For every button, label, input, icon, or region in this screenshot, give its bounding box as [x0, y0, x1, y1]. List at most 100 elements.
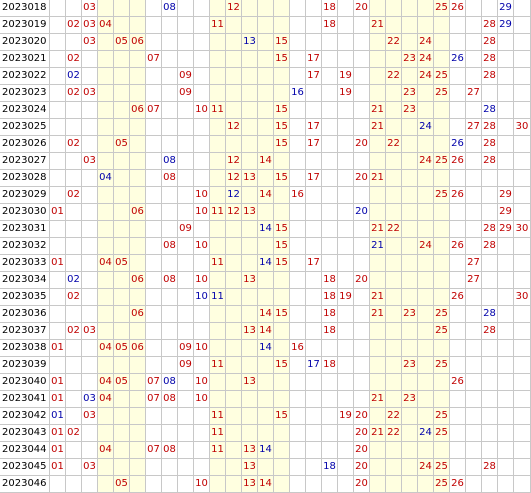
number-cell: [402, 119, 418, 136]
number-cell: 10: [194, 476, 210, 493]
number-cell: [434, 51, 450, 68]
number-cell: [482, 204, 498, 221]
number-cell: [226, 357, 242, 374]
number-cell: [514, 68, 531, 85]
number-cell: 10: [194, 272, 210, 289]
number-cell: [498, 272, 514, 289]
number-cell: 18: [322, 289, 338, 306]
number-cell: 08: [162, 391, 178, 408]
number-cell: 01: [50, 442, 66, 459]
number-cell: [466, 34, 482, 51]
number-cell: 25: [434, 357, 450, 374]
number-cell: [146, 221, 162, 238]
number-cell: [370, 357, 386, 374]
number-cell: [498, 255, 514, 272]
number-cell: 03: [82, 391, 98, 408]
number-cell: 27: [466, 255, 482, 272]
number-cell: [114, 153, 130, 170]
number-cell: [82, 238, 98, 255]
number-cell: 02: [66, 85, 82, 102]
number-cell: [226, 391, 242, 408]
number-cell: [322, 442, 338, 459]
period-label: 2023030: [0, 204, 50, 221]
number-cell: 17: [306, 255, 322, 272]
number-cell: [514, 442, 531, 459]
number-cell: [258, 238, 274, 255]
number-cell: [98, 357, 114, 374]
number-cell: [226, 34, 242, 51]
number-cell: [50, 306, 66, 323]
number-cell: [466, 306, 482, 323]
number-cell: [290, 51, 306, 68]
number-cell: [226, 374, 242, 391]
number-cell: 26: [450, 476, 466, 493]
number-cell: 25: [434, 85, 450, 102]
number-cell: 23: [402, 102, 418, 119]
number-cell: [370, 153, 386, 170]
number-cell: [82, 119, 98, 136]
number-cell: 08: [162, 170, 178, 187]
number-cell: [226, 289, 242, 306]
number-cell: [338, 425, 354, 442]
number-cell: [514, 238, 531, 255]
number-cell: [338, 17, 354, 34]
number-cell: 03: [82, 17, 98, 34]
number-cell: [114, 442, 130, 459]
number-cell: [418, 374, 434, 391]
number-cell: 05: [114, 255, 130, 272]
number-cell: [258, 374, 274, 391]
number-cell: [450, 119, 466, 136]
number-cell: 25: [434, 306, 450, 323]
period-label: 2023036: [0, 306, 50, 323]
number-cell: [50, 221, 66, 238]
number-cell: [498, 102, 514, 119]
number-cell: [242, 136, 258, 153]
number-cell: [466, 357, 482, 374]
period-label: 2023026: [0, 136, 50, 153]
number-cell: [274, 0, 290, 17]
number-cell: [482, 85, 498, 102]
number-cell: [258, 391, 274, 408]
number-cell: [322, 391, 338, 408]
number-cell: [290, 272, 306, 289]
number-cell: 23: [402, 306, 418, 323]
number-cell: [66, 408, 82, 425]
number-cell: [370, 0, 386, 17]
number-cell: [162, 425, 178, 442]
number-cell: [354, 221, 370, 238]
number-cell: [370, 442, 386, 459]
number-cell: [258, 102, 274, 119]
number-cell: [402, 187, 418, 204]
number-cell: [146, 34, 162, 51]
number-cell: 05: [114, 34, 130, 51]
number-cell: 08: [162, 153, 178, 170]
number-cell: [386, 272, 402, 289]
number-cell: [514, 0, 531, 17]
number-cell: [114, 85, 130, 102]
number-cell: [242, 68, 258, 85]
number-cell: [338, 204, 354, 221]
number-cell: [402, 425, 418, 442]
number-cell: [274, 272, 290, 289]
number-cell: 14: [258, 323, 274, 340]
number-cell: [162, 306, 178, 323]
number-cell: [114, 68, 130, 85]
number-cell: [386, 374, 402, 391]
number-cell: [386, 476, 402, 493]
number-cell: 24: [418, 68, 434, 85]
number-cell: 04: [98, 374, 114, 391]
number-cell: [290, 170, 306, 187]
number-cell: 15: [274, 102, 290, 119]
number-cell: [338, 238, 354, 255]
number-cell: [450, 204, 466, 221]
number-cell: [178, 17, 194, 34]
number-cell: [226, 102, 242, 119]
number-cell: 06: [130, 102, 146, 119]
number-cell: [178, 34, 194, 51]
number-cell: 13: [242, 170, 258, 187]
number-cell: [114, 323, 130, 340]
number-cell: [498, 68, 514, 85]
number-cell: [194, 119, 210, 136]
number-cell: [402, 17, 418, 34]
number-cell: 02: [66, 136, 82, 153]
